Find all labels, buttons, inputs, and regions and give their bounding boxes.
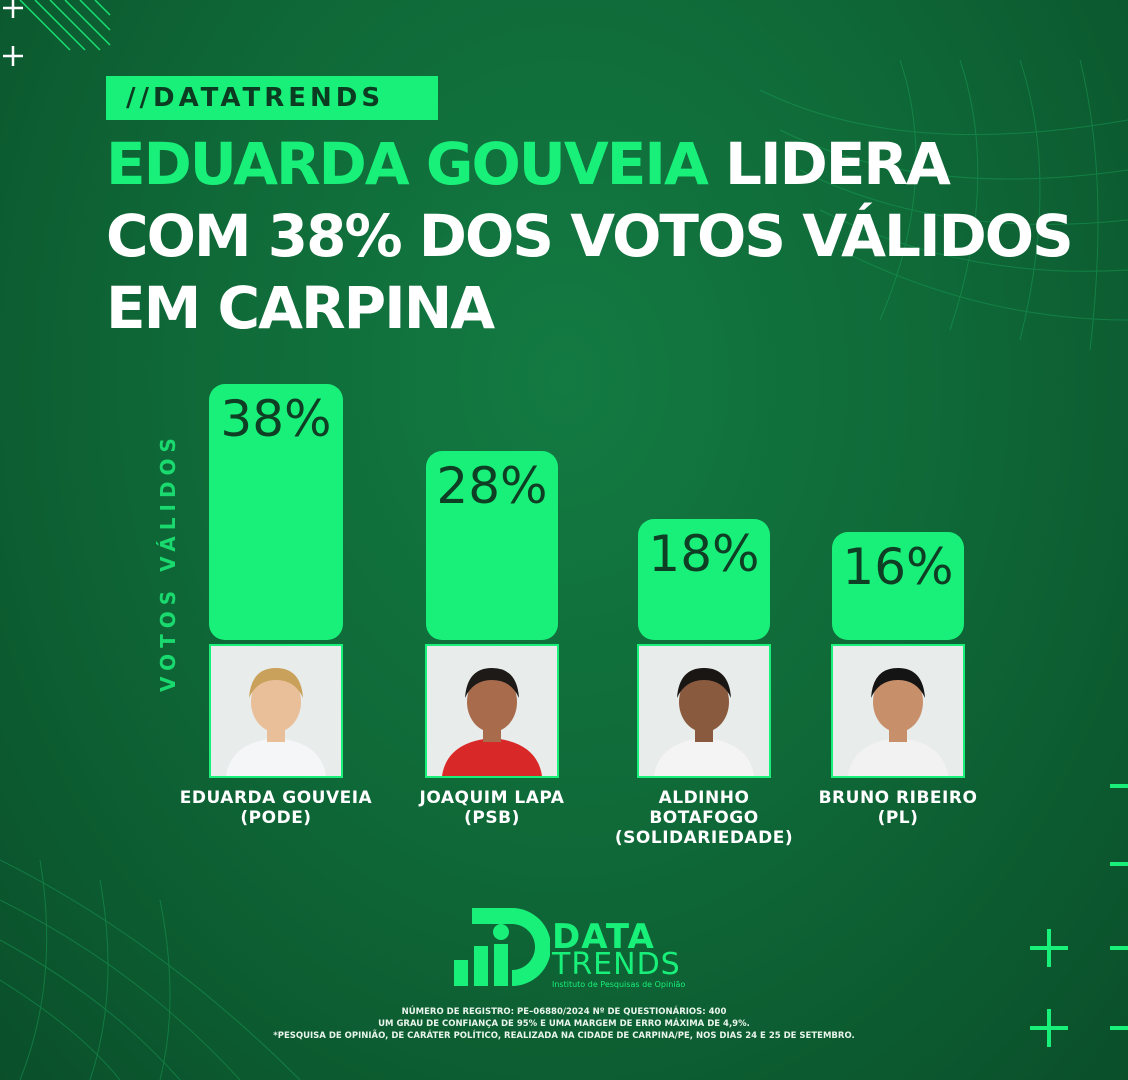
bar-value-label: 18% <box>648 525 760 583</box>
headline-line-3: EM CARPINA <box>106 274 495 342</box>
footnote-line: NÚMERO DE REGISTRO: PE–06880/2024 Nº DE … <box>401 1007 727 1017</box>
plus-icon <box>3 0 23 66</box>
logo-mark-icon <box>454 908 551 986</box>
candidate-name-line: JOAQUIM LAPA <box>419 788 565 808</box>
candidate-name-line: (PL) <box>877 808 919 828</box>
footnote-line: UM GRAU DE CONFIANÇA DE 95% E UMA MARGEM… <box>378 1019 750 1029</box>
bar <box>209 384 343 640</box>
candidate-photo <box>637 644 771 778</box>
candidate-name-line: EDUARDA GOUVEIA <box>179 788 373 808</box>
candidate-name: JOAQUIM LAPA (PSB) <box>382 788 602 828</box>
y-axis-label: VOTOS VÁLIDOS <box>156 432 180 692</box>
headline-line-1: EDUARDA GOUVEIA LIDERA <box>106 128 1096 200</box>
brand-tag-text: //DATATRENDS <box>126 83 385 113</box>
bar <box>638 519 770 640</box>
logo-word-data: DATA <box>552 917 655 957</box>
bar-value-label: 16% <box>842 538 954 596</box>
candidate-photo <box>209 644 343 778</box>
candidate-name-line: ALDINHO <box>658 788 750 808</box>
headline-line-1-rest: LIDERA <box>725 130 951 198</box>
footnotes: NÚMERO DE REGISTRO: PE–06880/2024 Nº DE … <box>0 1006 1128 1042</box>
logo-word-trends: TRENDS <box>552 947 681 982</box>
datatrends-logo: DATA TRENDS Instituto de Pesquisas de Op… <box>454 908 694 989</box>
bar <box>832 532 964 640</box>
candidate-name-line: (SOLIDARIEDADE) <box>614 828 794 848</box>
candidate-name-line: BOTAFOGO <box>649 808 759 828</box>
headline-highlight: EDUARDA GOUVEIA <box>106 130 709 198</box>
logo-subtitle: Instituto de Pesquisas de Opinião <box>552 980 686 989</box>
headline-line-2: COM 38% DOS VOTOS VÁLIDOS <box>106 202 1074 270</box>
candidate-photo <box>831 644 965 778</box>
brand-tag: //DATATRENDS <box>106 76 438 120</box>
footnote-line: *PESQUISA DE OPINIÃO, DE CARÁTER POLÍTIC… <box>273 1031 855 1041</box>
bar-value-label: 38% <box>220 390 332 448</box>
candidate-name-line: (PODE) <box>240 808 312 828</box>
bar-value-label: 28% <box>436 457 548 515</box>
candidate-photo <box>425 644 559 778</box>
candidate-name-line: (PSB) <box>464 808 520 828</box>
candidate-name-line: BRUNO RIBEIRO <box>818 788 978 808</box>
candidate-name: BRUNO RIBEIRO (PL) <box>788 788 1008 828</box>
headline: EDUARDA GOUVEIA LIDERA COM 38% DOS VOTOS… <box>106 128 1096 344</box>
candidate-name: ALDINHO BOTAFOGO (SOLIDARIEDADE) <box>594 788 814 848</box>
candidate-name: EDUARDA GOUVEIA (PODE) <box>166 788 386 828</box>
bar <box>426 451 558 640</box>
